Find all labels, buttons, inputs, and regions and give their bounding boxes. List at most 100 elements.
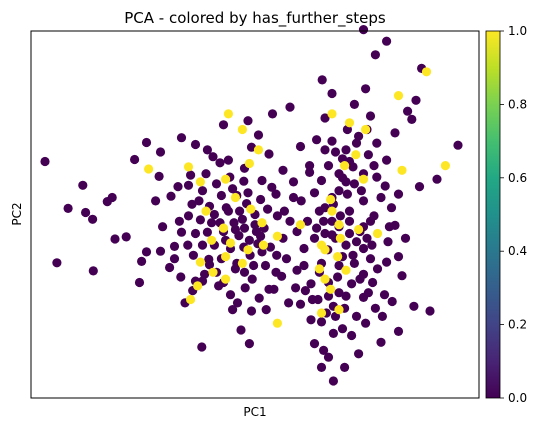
scatter-point-value-0 — [296, 196, 306, 206]
scatter-point-value-1 — [257, 218, 267, 228]
scatter-point-value-0 — [432, 174, 442, 184]
scatter-point-value-0 — [223, 206, 233, 216]
scatter-point-value-0 — [323, 161, 334, 171]
scatter-point-value-0 — [365, 111, 376, 121]
scatter-point-value-0 — [320, 228, 330, 239]
scatter-point-value-0 — [246, 142, 257, 152]
scatter-point-value-0 — [155, 147, 166, 157]
scatter-point-value-1 — [221, 274, 231, 284]
scatter-point-value-0 — [176, 272, 186, 282]
scatter-point-value-0 — [173, 182, 183, 192]
scatter-point-value-0 — [393, 252, 404, 262]
scatter-point-value-0 — [309, 339, 320, 349]
scatter-point-value-1 — [243, 245, 253, 255]
scatter-point-value-1 — [218, 223, 229, 233]
scatter-point-value-1 — [341, 265, 351, 275]
scatter-point-value-1 — [316, 308, 327, 318]
scatter-point-value-0 — [292, 265, 302, 275]
scatter-point-value-0 — [372, 172, 382, 182]
scatter-point-value-0 — [377, 311, 387, 321]
scatter-point-value-0 — [348, 162, 358, 172]
scatter-point-value-1 — [354, 224, 364, 235]
scatter-point-value-0 — [309, 188, 320, 198]
scatter-point-value-0 — [110, 234, 120, 244]
scatter-point-value-0 — [169, 241, 180, 251]
scatter-point-value-0 — [368, 277, 378, 288]
scatter-point-value-0 — [187, 199, 197, 209]
colorbar-ticks: 0.0 0.2 0.4 0.6 0.8 1.0 — [500, 24, 527, 405]
scatter-point-value-1 — [225, 238, 236, 248]
scatter-point-value-0 — [52, 258, 62, 268]
scatter-point-value-0 — [284, 298, 294, 308]
scatter-point-value-0 — [197, 186, 208, 196]
scatter-point-value-1 — [333, 252, 343, 262]
scatter-point-value-0 — [261, 305, 271, 315]
scatter-point-value-0 — [354, 349, 364, 359]
scatter-point-value-0 — [239, 267, 250, 277]
scatter-point-value-0 — [288, 177, 299, 187]
scatter-point-value-0 — [265, 242, 275, 252]
scatter-point-value-1 — [237, 258, 247, 268]
scatter-point-value-0 — [305, 161, 315, 171]
scatter-point-value-0 — [327, 88, 337, 99]
scatter-point-value-0 — [365, 254, 376, 264]
scatter-points — [40, 25, 463, 386]
scatter-point-value-0 — [243, 188, 253, 198]
scatter-point-value-0 — [358, 292, 369, 302]
scatter-point-value-1 — [314, 264, 324, 274]
scatter-point-value-0 — [382, 257, 392, 267]
scatter-point-value-0 — [165, 262, 175, 273]
scatter-point-value-0 — [214, 281, 224, 291]
scatter-point-value-0 — [299, 260, 309, 271]
scatter-point-value-0 — [272, 250, 282, 260]
scatter-point-value-0 — [247, 274, 257, 284]
scatter-point-value-0 — [166, 191, 176, 201]
scatter-point-value-0 — [239, 176, 249, 186]
scatter-point-value-1 — [246, 204, 256, 214]
scatter-point-value-0 — [312, 135, 322, 145]
scatter-point-value-0 — [211, 179, 222, 189]
scatter-point-value-0 — [349, 258, 359, 268]
scatter-point-value-0 — [397, 271, 407, 281]
scatter-point-value-0 — [154, 171, 164, 181]
scatter-point-value-0 — [174, 216, 184, 226]
scatter-point-value-1 — [372, 228, 383, 239]
scatter-point-value-0 — [376, 337, 386, 347]
scatter-point-value-0 — [306, 315, 316, 325]
scatter-point-value-0 — [281, 254, 292, 264]
scatter-point-value-0 — [453, 140, 463, 150]
scatter-point-value-0 — [244, 339, 254, 349]
scatter-point-value-0 — [411, 95, 421, 105]
colorbar-tick-label: 0.8 — [508, 97, 527, 111]
scatter-point-value-0 — [341, 291, 351, 301]
scatter-point-value-1 — [334, 220, 344, 230]
scatter-point-value-1 — [221, 252, 231, 262]
scatter-point-value-0 — [349, 99, 359, 109]
scatter-point-value-1 — [361, 124, 371, 135]
scatter-point-value-0 — [183, 240, 193, 250]
scatter-point-value-0 — [256, 231, 266, 241]
scatter-point-value-0 — [88, 214, 98, 224]
scatter-point-value-0 — [40, 156, 50, 167]
y-axis-label: PC2 — [10, 202, 24, 225]
scatter-point-value-0 — [300, 286, 310, 296]
scatter-point-value-0 — [376, 192, 386, 203]
scatter-point-value-0 — [372, 264, 383, 274]
scatter-point-value-0 — [362, 233, 372, 243]
scatter-point-value-0 — [314, 206, 324, 216]
scatter-point-value-1 — [327, 206, 337, 216]
scatter-point-value-0 — [341, 240, 351, 250]
scatter-point-value-0 — [202, 227, 212, 237]
scatter-point-value-0 — [372, 138, 382, 148]
scatter-point-value-0 — [285, 216, 295, 226]
scatter-point-value-1 — [335, 233, 345, 243]
scatter-point-value-0 — [260, 260, 271, 271]
scatter-point-value-0 — [137, 256, 147, 266]
scatter-point-value-0 — [358, 269, 369, 279]
scatter-point-value-0 — [291, 283, 301, 293]
scatter-point-value-0 — [351, 311, 362, 321]
scatter-point-value-0 — [228, 305, 238, 315]
scatter-point-value-0 — [190, 228, 201, 239]
scatter-point-value-0 — [188, 250, 198, 260]
